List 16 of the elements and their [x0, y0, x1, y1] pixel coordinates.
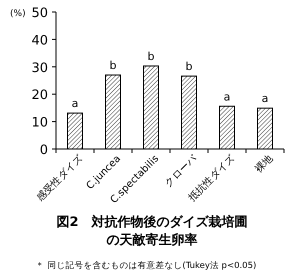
- y-tick-label: 50: [31, 6, 48, 21]
- annotation: a: [262, 92, 268, 106]
- text: ＊ 同じ記号を含むものは有意差なし(Tukey法 p<0.05): [36, 260, 256, 271]
- annotation: a: [224, 90, 230, 104]
- annotation: b: [186, 60, 193, 74]
- y-tick-label: 0: [40, 143, 48, 158]
- y-tick-label: 20: [31, 88, 48, 104]
- annotation: a: [72, 97, 78, 110]
- y-tick-label: 30: [31, 60, 48, 76]
- annotation: b: [148, 50, 155, 63]
- annotation: b: [110, 59, 117, 72]
- y-tick-label: 10: [31, 116, 48, 131]
- text: 図2 対抗作物後のダイズ栽培圃の天敵寄生卵率: [56, 214, 248, 248]
- y-tick-label: 40: [31, 33, 48, 48]
- x-tick-label: 裸地: [252, 152, 276, 176]
- y-axis-title: (%): [10, 9, 26, 19]
